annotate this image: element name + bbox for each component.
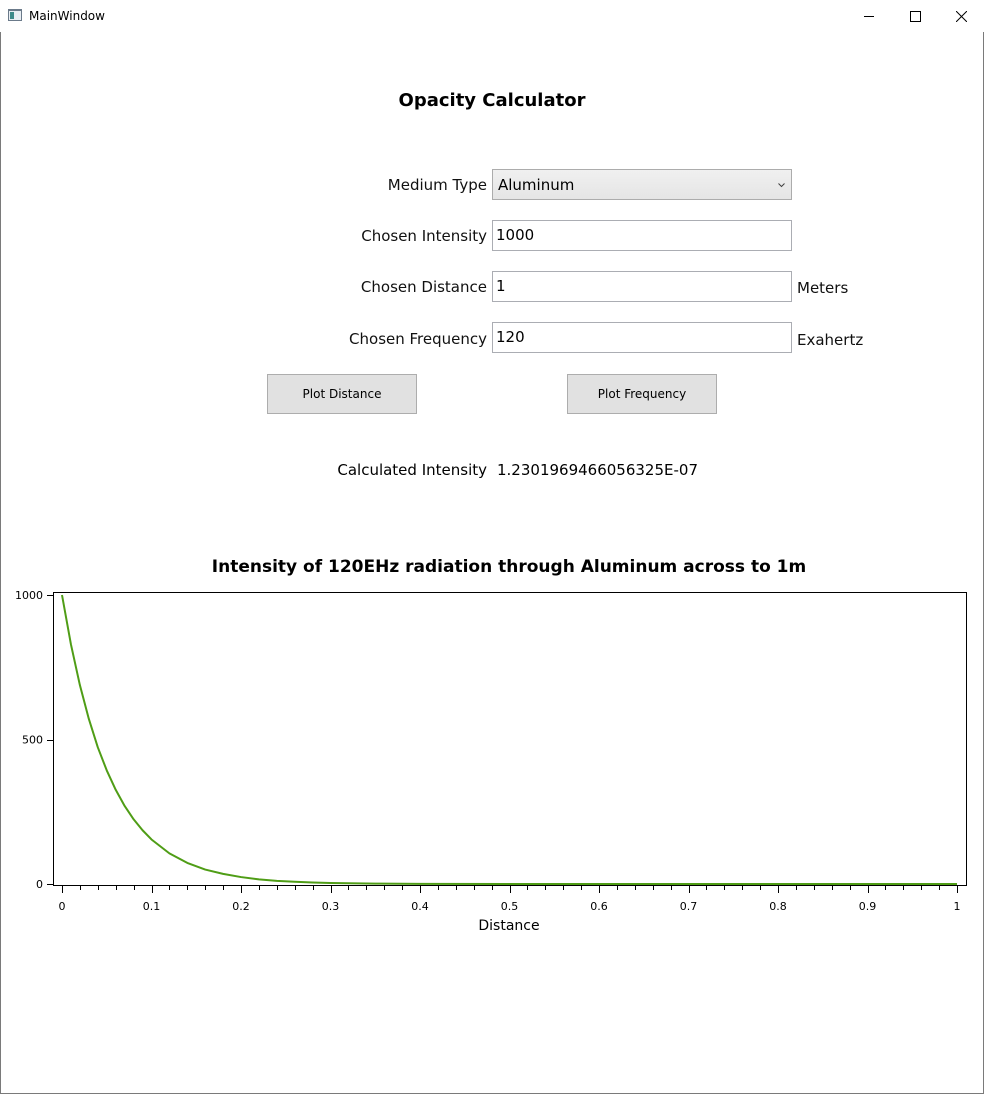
x-axis-label: Distance <box>478 918 539 934</box>
x-tick-label: 0.5 <box>501 900 519 913</box>
intensity-field-box <box>492 220 792 251</box>
medium-type-label: Medium Type <box>387 176 487 194</box>
frequency-label: Chosen Frequency <box>349 330 487 348</box>
x-tick-label: 0.8 <box>769 900 787 913</box>
series-group <box>61 594 957 885</box>
minimize-icon <box>864 16 874 17</box>
y-tick-label: 500 <box>22 734 43 747</box>
distance-field-box <box>492 271 792 302</box>
x-tick-label: 1 <box>954 900 961 913</box>
distance-label: Chosen Distance <box>360 278 487 296</box>
calculated-intensity-value: 1.2301969466056325E-07 <box>497 461 698 479</box>
medium-type-selected: Aluminum <box>498 176 575 194</box>
minimize-button[interactable] <box>846 0 892 32</box>
medium-type-dropdown[interactable]: Aluminum <box>492 169 792 200</box>
page-title: Opacity Calculator <box>398 90 586 111</box>
distance-input[interactable] <box>495 273 786 299</box>
close-icon <box>956 11 967 22</box>
plot-frequency-button[interactable]: Plot Frequency <box>567 374 717 414</box>
x-tick-label: 0.6 <box>590 900 608 913</box>
distance-unit-label: Meters <box>797 279 849 297</box>
intensity-input[interactable] <box>495 222 786 248</box>
x-tick-label: 0.7 <box>680 900 698 913</box>
x-tick-label: 0.1 <box>143 900 161 913</box>
y-tick-label: 0 <box>36 878 43 891</box>
intensity-chart: 0 0.1 0.2 0.3 0.4 0.5 0.6 0.7 0.8 0.9 1 0 500 1000 D… <box>15 589 967 934</box>
series-line <box>61 594 957 885</box>
plot-distance-button[interactable]: Plot Distance <box>267 374 417 414</box>
frequency-field-box <box>492 322 792 353</box>
intensity-label: Chosen Intensity <box>361 227 487 245</box>
chevron-down-icon <box>778 183 785 188</box>
maximize-button[interactable] <box>892 0 938 32</box>
plot-area-frame <box>53 592 967 886</box>
x-tick-label: 0.3 <box>322 900 340 913</box>
x-tick-label: 0 <box>59 900 66 913</box>
chart-title: Intensity of 120EHz radiation through Al… <box>211 557 807 577</box>
window-title: MainWindow <box>29 9 105 23</box>
y-tick-label: 1000 <box>15 589 43 602</box>
close-button[interactable] <box>938 0 984 32</box>
frequency-unit-label: Exahertz <box>797 331 864 349</box>
y-axis: 0 500 1000 <box>15 589 53 891</box>
frequency-input[interactable] <box>495 324 786 350</box>
title-bar[interactable]: MainWindow <box>0 0 984 32</box>
x-tick-label: 0.4 <box>411 900 429 913</box>
x-tick-label: 0.9 <box>859 900 877 913</box>
app-window-icon <box>8 9 22 21</box>
maximize-icon <box>910 11 921 22</box>
x-tick-label: 0.2 <box>232 900 250 913</box>
x-axis: 0 0.1 0.2 0.3 0.4 0.5 0.6 0.7 0.8 0.9 1 <box>53 885 967 913</box>
calculated-intensity-label: Calculated Intensity <box>337 461 487 479</box>
